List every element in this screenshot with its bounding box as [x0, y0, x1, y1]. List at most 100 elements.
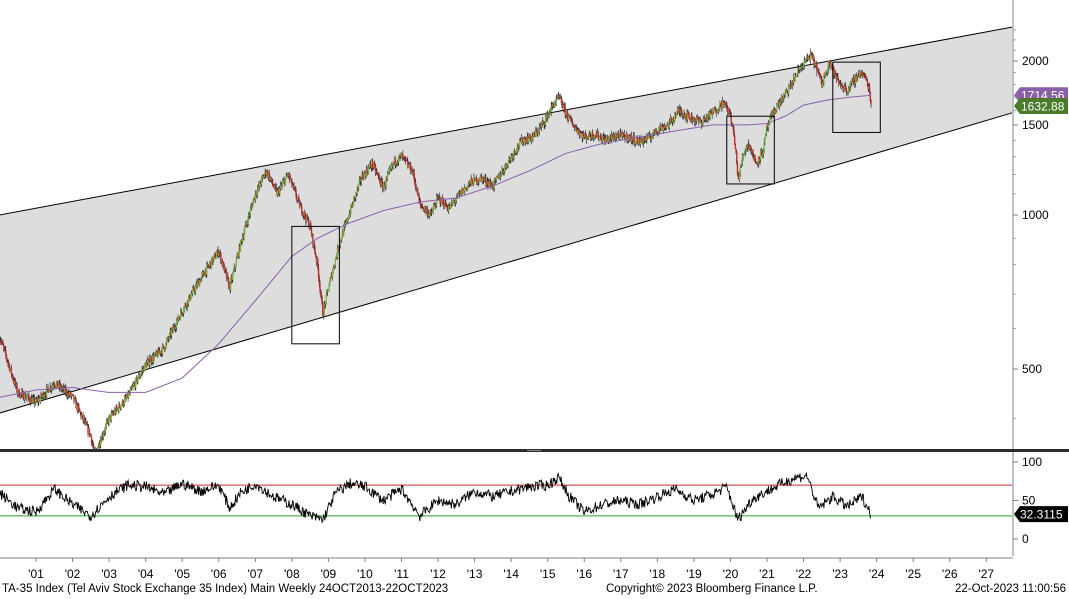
x-tick-label: '25: [905, 567, 921, 581]
candle-body: [2, 341, 4, 346]
candle-body: [713, 108, 715, 113]
annotation-box: [726, 115, 775, 185]
candle-body: [776, 105, 778, 111]
candle-body: [26, 397, 28, 399]
candle-body: [78, 408, 81, 412]
candle-body: [866, 80, 869, 87]
candle-body: [102, 434, 105, 438]
candle-body: [675, 114, 678, 119]
candle-body: [544, 117, 547, 125]
candle-body: [504, 166, 506, 172]
candle-body: [597, 131, 600, 139]
candle-body: [405, 157, 407, 161]
candle-body: [523, 139, 525, 143]
candle-body: [271, 178, 273, 184]
candle-body: [642, 140, 644, 144]
candle-body: [409, 163, 412, 172]
candle-body: [660, 125, 663, 131]
candle-body: [386, 174, 389, 179]
candle-body: [720, 102, 723, 109]
last-value-text: 1632.88: [1021, 100, 1065, 114]
candle-body: [538, 127, 540, 133]
x-tick-label: '12: [430, 567, 446, 581]
candle-body: [123, 398, 126, 405]
x-tick-label: '11: [394, 567, 409, 581]
candle-body: [485, 177, 487, 184]
candle-body: [764, 138, 766, 143]
candle-body: [647, 134, 649, 139]
candle-body: [295, 190, 297, 198]
candle-body: [206, 265, 208, 275]
candle-body: [298, 197, 300, 201]
price-plot-area: [0, 26, 1012, 449]
candle-body: [754, 156, 756, 163]
candle-body: [535, 130, 537, 137]
candle-body: [232, 273, 234, 280]
channel-lower-line: [0, 112, 1012, 414]
candle-body: [651, 136, 653, 140]
candle-body: [500, 174, 503, 177]
candle-body: [306, 215, 309, 221]
candle-body: [225, 271, 228, 279]
candle-body: [156, 350, 158, 354]
candle-body: [845, 85, 847, 89]
candle-body: [571, 120, 574, 125]
price-tick-label: 2000: [1022, 54, 1049, 68]
candle-body: [579, 132, 581, 136]
candle-body: [304, 212, 306, 218]
candle-body: [105, 422, 107, 427]
candle-body: [688, 116, 691, 120]
candle-body: [518, 140, 521, 148]
candle-body: [696, 118, 698, 121]
candle-body: [310, 228, 313, 236]
candle-body: [540, 124, 543, 127]
candle-body: [350, 204, 352, 214]
candle-body: [476, 177, 478, 184]
candlesticks: [0, 48, 872, 449]
candle-body: [165, 342, 167, 349]
annotation-box: [832, 61, 881, 133]
candle-body: [387, 172, 389, 176]
candle-body: [203, 271, 205, 275]
candle-body: [843, 87, 846, 92]
candle-body: [277, 190, 279, 196]
candle-body: [803, 59, 805, 66]
candle-body: [147, 359, 149, 363]
candle-body: [272, 184, 275, 188]
candle-body: [170, 330, 173, 336]
candle-body: [325, 294, 327, 304]
candle-body: [554, 103, 556, 108]
candle-body: [185, 304, 187, 307]
candle-body: [736, 152, 738, 164]
candle-body: [12, 374, 14, 380]
candle-body: [435, 197, 438, 207]
candle-body: [786, 89, 789, 93]
candle-body: [819, 73, 821, 76]
candle-body: [688, 114, 690, 118]
candle-body: [719, 102, 721, 110]
candle-body: [428, 213, 431, 216]
rsi-tick-label: 100: [1022, 455, 1042, 469]
candle-body: [600, 136, 602, 141]
candle-body: [473, 177, 475, 185]
candle-body: [589, 131, 591, 137]
candle-body: [363, 172, 365, 180]
candle-body: [587, 137, 590, 139]
candle-body: [733, 135, 736, 145]
candle-body: [201, 274, 203, 278]
candle-body: [120, 405, 122, 409]
candle-body: [318, 277, 320, 284]
candle-body: [187, 298, 190, 305]
candle-body: [2, 345, 5, 348]
candle-body: [239, 240, 242, 251]
candle-body: [447, 207, 450, 211]
rsi-line: [0, 472, 872, 524]
x-tick-label: '19: [686, 567, 702, 581]
last-value-label: 1632.88: [1014, 98, 1068, 115]
candle-body: [78, 405, 80, 409]
candle-body: [870, 100, 872, 105]
candle-body: [57, 380, 59, 388]
candle-body: [272, 182, 274, 186]
candle-body: [635, 138, 637, 143]
candle-body: [99, 439, 102, 445]
